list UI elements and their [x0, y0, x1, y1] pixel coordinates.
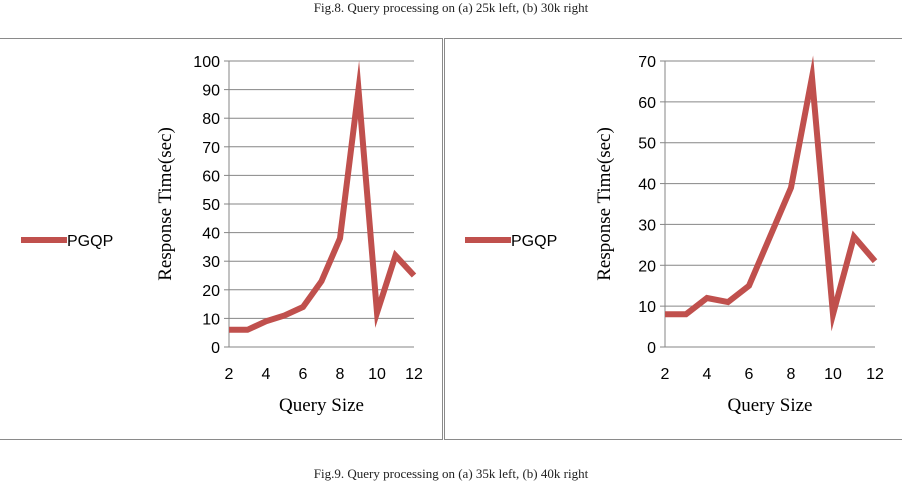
x-tick-label: 10	[824, 366, 842, 383]
x-axis-title: Query Size	[279, 395, 364, 416]
y-tick-label: 20	[202, 283, 220, 300]
y-tick-label: 0	[211, 340, 220, 357]
y-tick-label: 0	[647, 340, 656, 357]
x-tick-label: 4	[703, 366, 712, 383]
y-tick-label: 60	[638, 95, 656, 112]
series-line-pgqp	[665, 55, 878, 332]
x-axis-title: Query Size	[728, 395, 813, 416]
series-line-pgqp	[229, 60, 417, 333]
chart-panel-left: 0 10 20 30 40 50 60 70 80 90 100 2 4 6 8 10 12 Query Size…	[0, 38, 443, 440]
chart-right: 0 10 20 30 40 50 60 70 2 4 6 8 10 12 Query Size Respons…	[465, 54, 884, 416]
x-tick-label: 8	[336, 366, 345, 383]
y-tick-label: 30	[638, 217, 656, 234]
x-tick-label: 4	[262, 366, 271, 383]
figure-caption-bottom: Fig.9. Query processing on (a) 35k left,…	[313, 466, 589, 481]
x-tick-label: 2	[661, 366, 670, 383]
x-tick-label: 10	[368, 366, 386, 383]
y-tick-label: 50	[638, 136, 656, 153]
y-tick-label: 70	[638, 54, 656, 71]
y-tick-label: 70	[202, 140, 220, 157]
y-tick-label: 90	[202, 83, 220, 100]
x-tick-label: 2	[225, 366, 234, 383]
y-tick-label: 50	[202, 197, 220, 214]
legend-label: PGQP	[67, 233, 113, 250]
y-tick-label: 30	[202, 254, 220, 271]
y-tick-label: 10	[202, 311, 220, 328]
y-tick-label: 40	[638, 177, 656, 194]
chart-panel-right: 0 10 20 30 40 50 60 70 2 4 6 8 10 12 Query Size Respons…	[444, 38, 902, 440]
chart-left: 0 10 20 30 40 50 60 70 80 90 100 2 4 6 8 10 12 Query Size…	[21, 54, 423, 416]
y-tick-label: 40	[202, 226, 220, 243]
x-tick-label: 6	[299, 366, 308, 383]
figure-caption-top: Fig.8. Query processing on (a) 25k left,…	[313, 0, 589, 15]
y-tick-label: 20	[638, 258, 656, 275]
legend-label: PGQP	[511, 233, 557, 250]
y-tick-label: 80	[202, 111, 220, 128]
y-tick-label: 10	[638, 299, 656, 316]
y-axis-title: Response Time(sec)	[155, 127, 176, 281]
x-tick-label: 8	[787, 366, 796, 383]
y-axis-title: Response Time(sec)	[594, 127, 615, 281]
x-tick-label: 12	[866, 366, 884, 383]
y-tick-label: 100	[193, 54, 220, 71]
x-tick-label: 12	[405, 366, 423, 383]
x-tick-label: 6	[745, 366, 754, 383]
y-tick-label: 60	[202, 168, 220, 185]
